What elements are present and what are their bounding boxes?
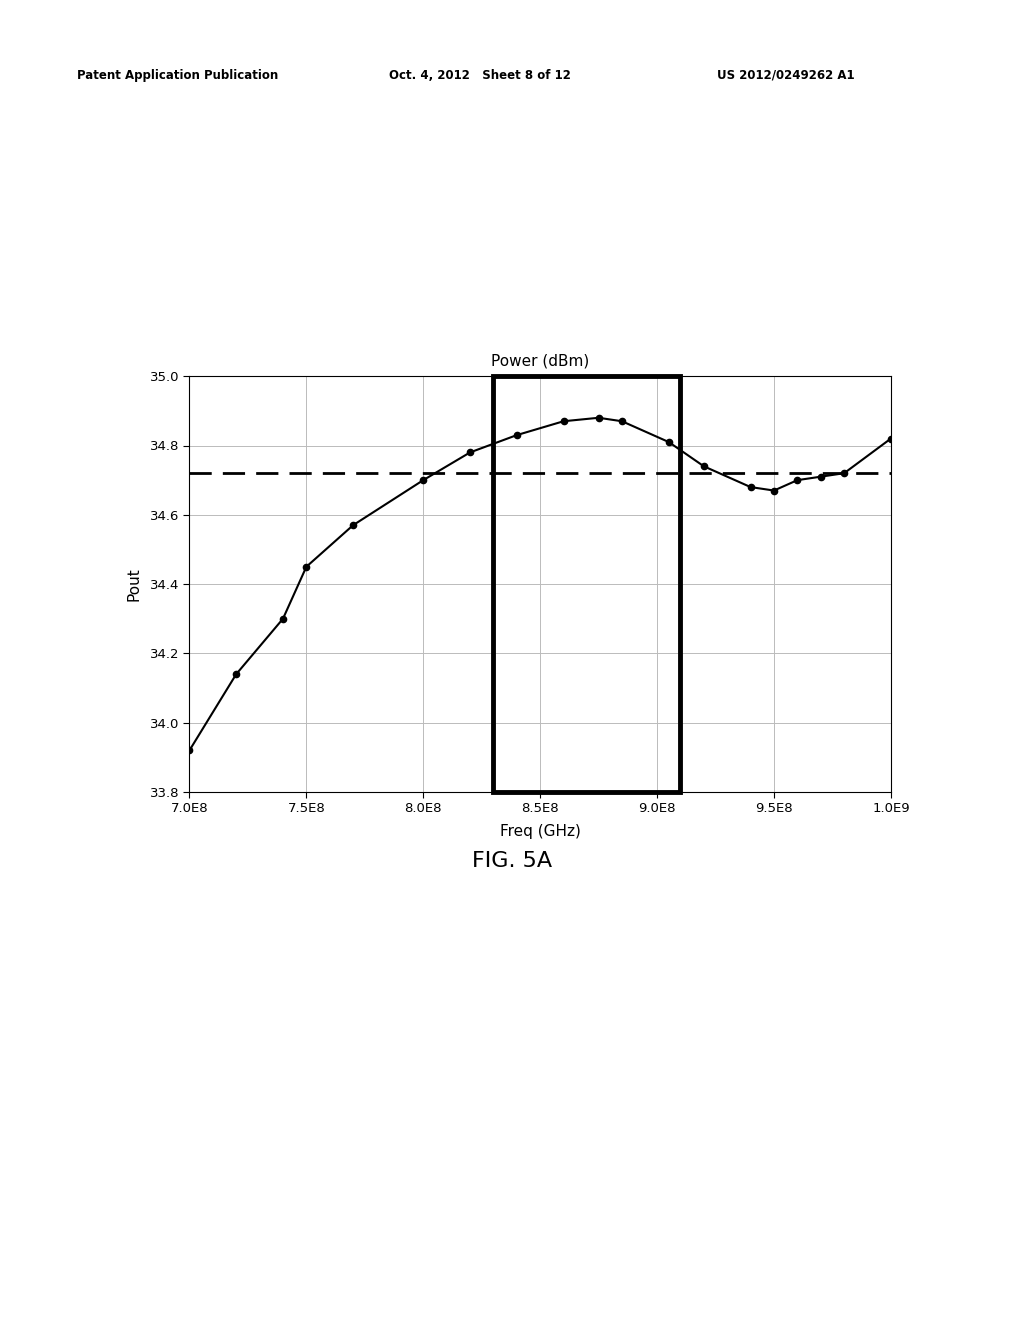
Text: FIG. 5A: FIG. 5A xyxy=(472,851,552,871)
Text: Oct. 4, 2012   Sheet 8 of 12: Oct. 4, 2012 Sheet 8 of 12 xyxy=(389,69,571,82)
Text: Patent Application Publication: Patent Application Publication xyxy=(77,69,279,82)
Bar xyxy=(494,376,680,792)
X-axis label: Freq (GHz): Freq (GHz) xyxy=(500,824,581,838)
Text: US 2012/0249262 A1: US 2012/0249262 A1 xyxy=(717,69,854,82)
Title: Power (dBm): Power (dBm) xyxy=(492,352,589,368)
Y-axis label: Pout: Pout xyxy=(126,568,141,601)
